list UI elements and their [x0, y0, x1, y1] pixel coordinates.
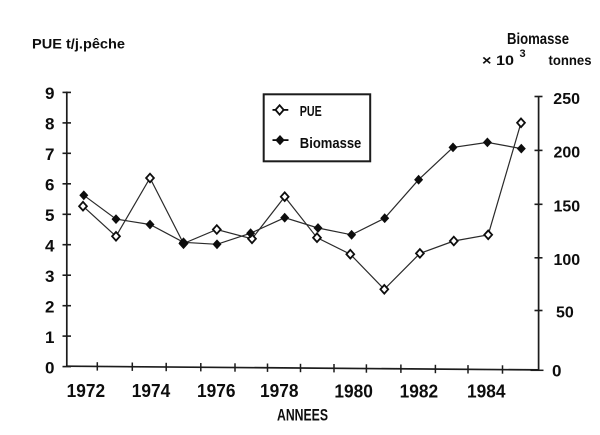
svg-text:PUE: PUE	[300, 103, 322, 120]
svg-text:6: 6	[45, 176, 54, 195]
svg-text:3: 3	[45, 267, 54, 286]
svg-text:150: 150	[554, 198, 581, 215]
svg-text:1978: 1978	[260, 381, 299, 401]
svg-text:0: 0	[45, 358, 54, 377]
svg-text:1984: 1984	[467, 382, 506, 402]
svg-text:1982: 1982	[400, 382, 439, 402]
svg-text:2: 2	[45, 298, 54, 317]
svg-text:× 10: × 10	[482, 52, 514, 68]
svg-text:50: 50	[556, 305, 574, 322]
svg-text:8: 8	[45, 115, 54, 134]
svg-text:250: 250	[553, 91, 580, 108]
svg-text:1974: 1974	[132, 381, 171, 401]
svg-text:4: 4	[45, 237, 55, 256]
svg-text:9: 9	[45, 84, 54, 103]
svg-text:0: 0	[552, 362, 561, 381]
svg-text:5: 5	[45, 206, 54, 225]
svg-text:7: 7	[45, 145, 54, 164]
svg-text:tonnes: tonnes	[549, 52, 592, 68]
svg-text:1: 1	[45, 328, 54, 347]
svg-text:1972: 1972	[67, 381, 106, 401]
svg-text:Biomasse: Biomasse	[300, 135, 362, 152]
svg-text:PUE t/j.pêche: PUE t/j.pêche	[32, 36, 125, 52]
svg-text:3: 3	[520, 48, 526, 60]
svg-text:1980: 1980	[334, 382, 373, 402]
svg-text:200: 200	[554, 144, 581, 161]
svg-text:100: 100	[554, 252, 581, 269]
svg-text:1976: 1976	[197, 381, 236, 401]
svg-text:ANNEES: ANNEES	[277, 406, 328, 425]
svg-text:Biomasse: Biomasse	[507, 31, 569, 48]
